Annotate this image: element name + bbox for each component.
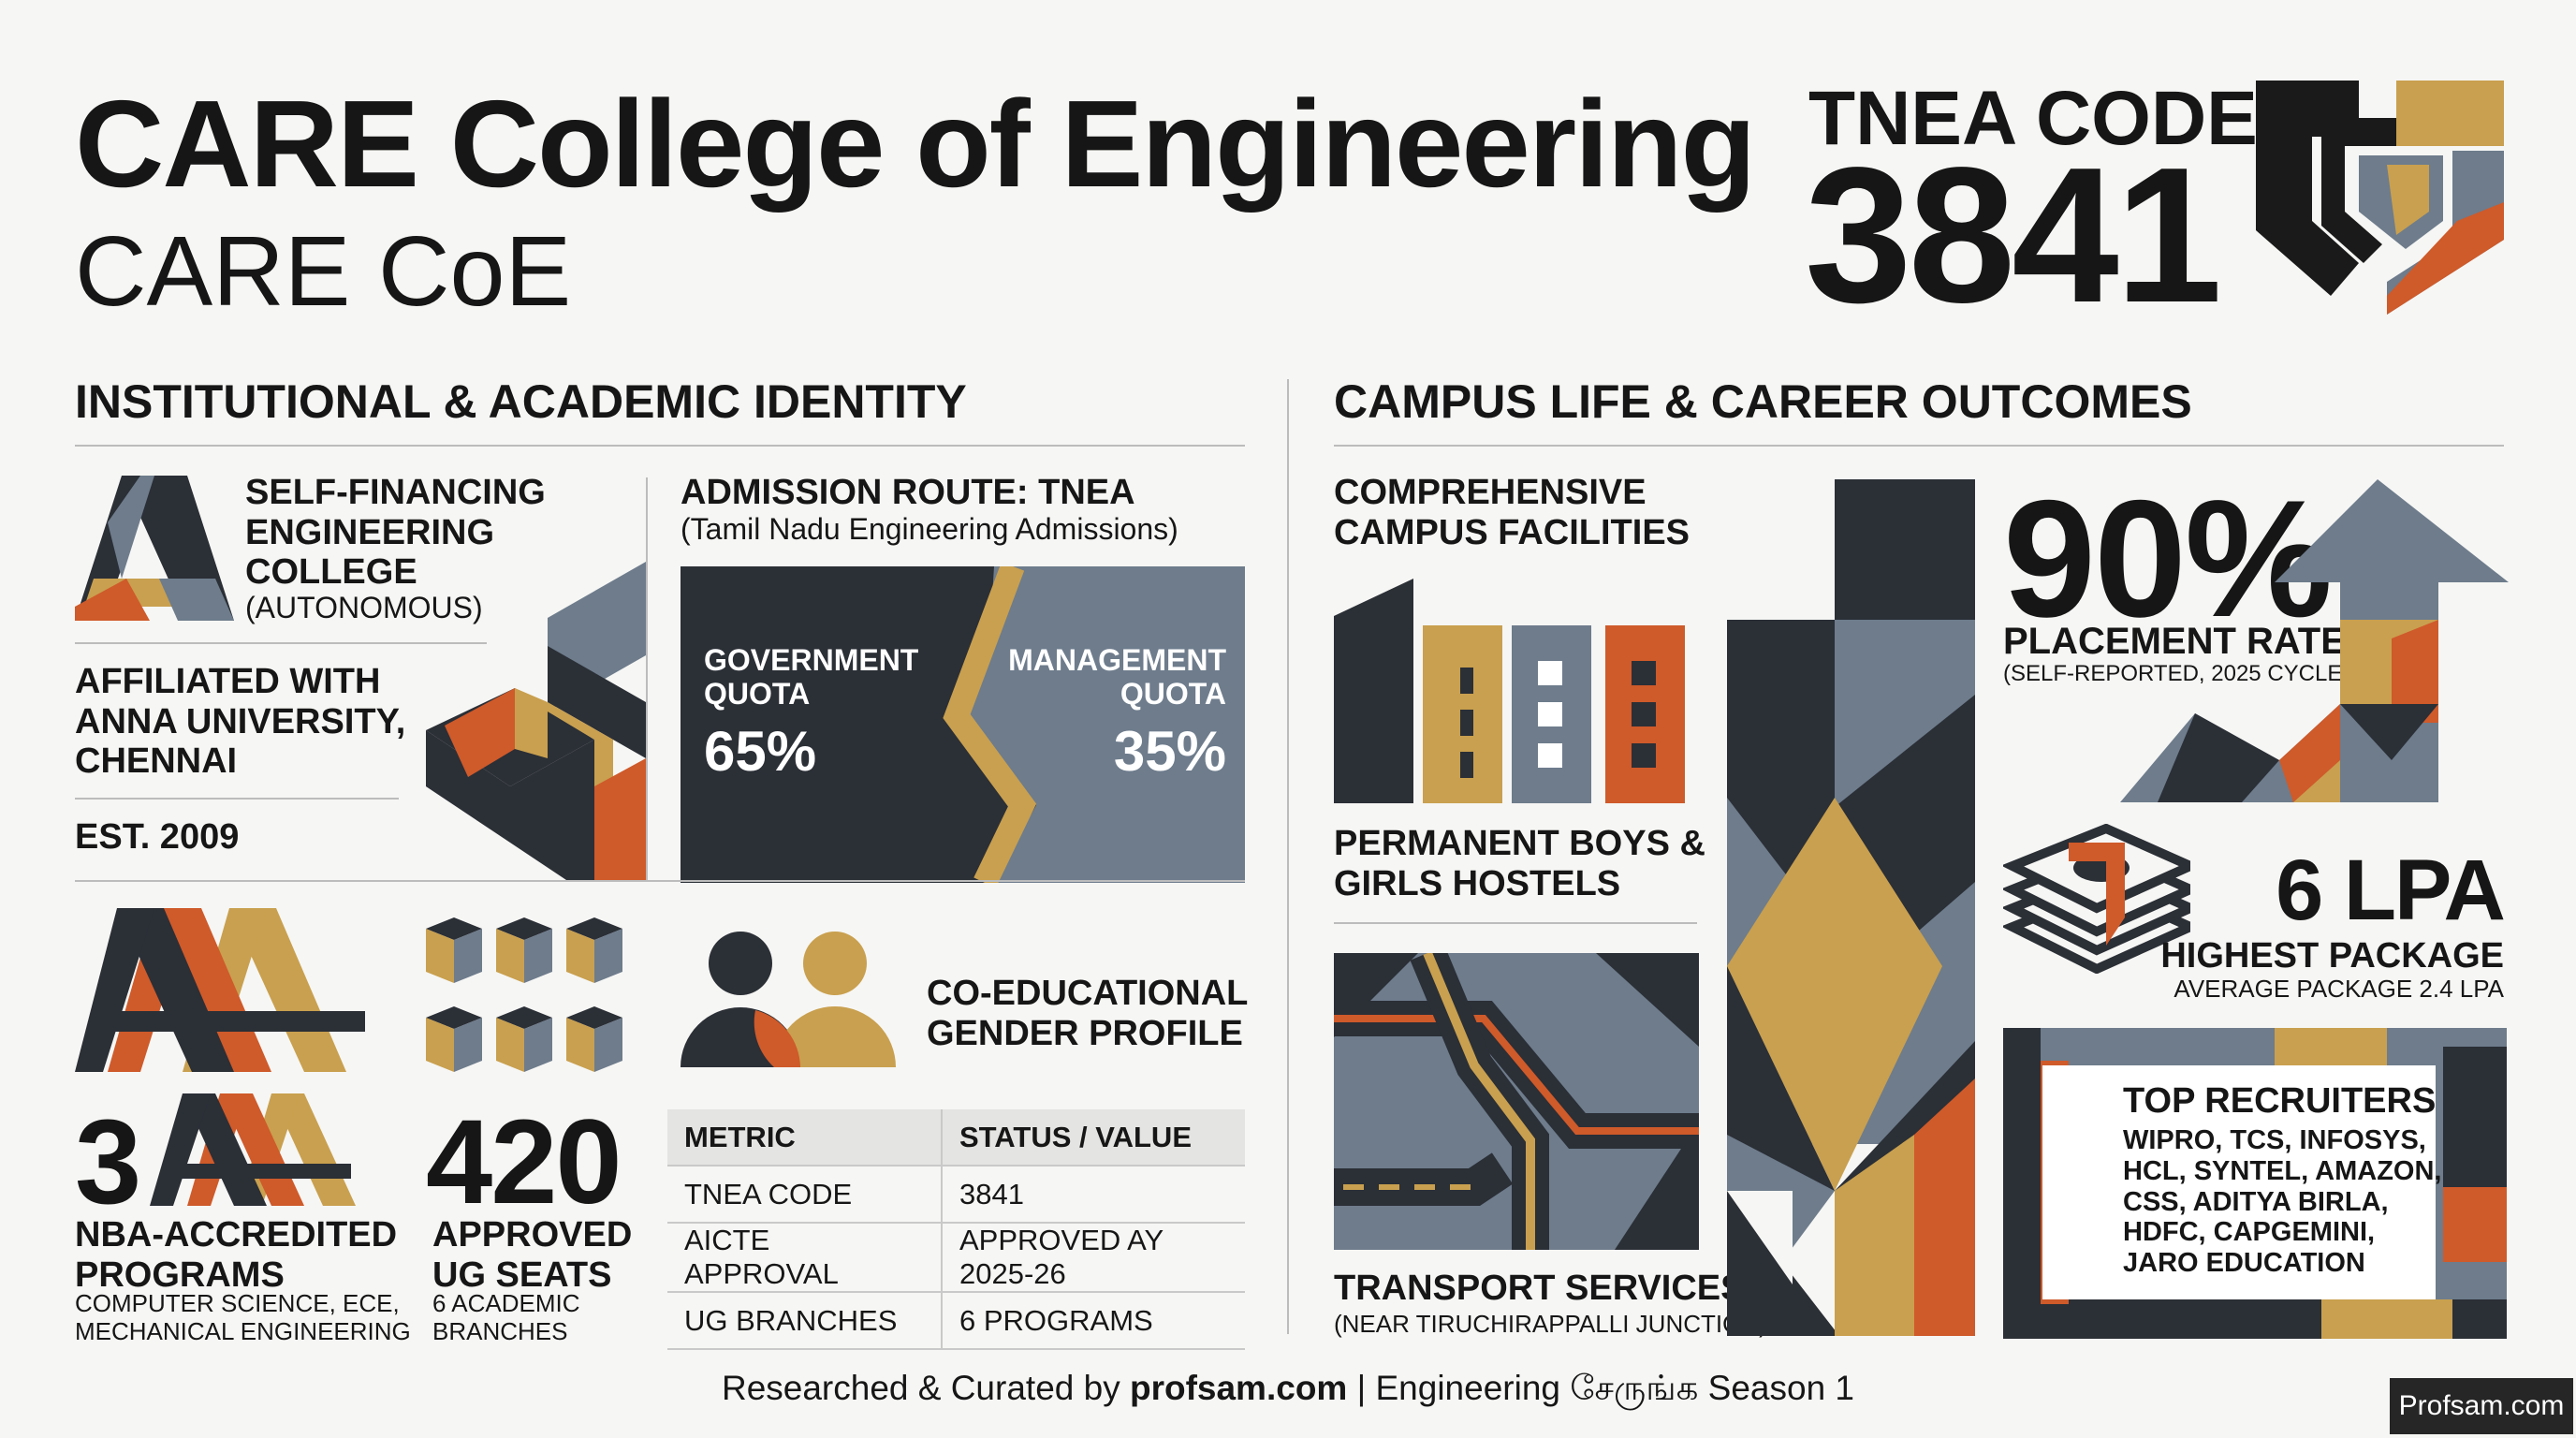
highest-package-label: HIGHEST PACKAGE <box>2160 936 2504 976</box>
table-row: AICTE APPROVAL APPROVED AY 2025-26 <box>667 1223 1245 1293</box>
top-recruiters-list: WIPRO, TCS, INFOSYS, HCL, SYNTEL, AMAZON… <box>2123 1125 2441 1279</box>
geometric-column-decoration <box>1727 479 1975 1336</box>
coed-label-line: GENDER PROFILE <box>927 1013 1243 1053</box>
table-cell: 6 PROGRAMS <box>942 1292 1245 1350</box>
hostels-line: GIRLS HOSTELS <box>1334 863 1621 903</box>
letter-a-icon <box>75 476 234 621</box>
table-cell: 3841 <box>942 1166 1245 1224</box>
page-subtitle: CARE CoE <box>75 216 572 327</box>
recruiter-line: JARO EDUCATION <box>2123 1248 2365 1279</box>
academic-branches-line: 6 ACADEMIC <box>432 1289 580 1317</box>
table-cell: UG BRANCHES <box>667 1292 943 1350</box>
table-header-row: METRIC STATUS / VALUE <box>667 1109 1245 1167</box>
tnea-code-value: 3841 <box>1805 127 2222 343</box>
admission-route-title: ADMISSION ROUTE: TNEA <box>681 473 1135 512</box>
recruiter-line: HDFC, CAPGEMINI, <box>2123 1217 2376 1248</box>
campus-facilities-label: COMPREHENSIVE CAMPUS FACILITIES <box>1334 473 1690 552</box>
college-type-line: SELF-FINANCING <box>245 473 546 512</box>
footer-credit: Researched & Curated by profsam.com | En… <box>0 1369 2576 1413</box>
shield-logo-icon <box>2256 81 2504 315</box>
affiliation-line: CHENNAI <box>75 741 238 782</box>
academic-branches: 6 ACADEMIC BRANCHES <box>432 1289 580 1346</box>
coed-label: CO-EDUCATIONAL GENDER PROFILE <box>927 974 1248 1053</box>
campus-facilities-line: CAMPUS FACILITIES <box>1334 512 1690 552</box>
affiliation-line: ANNA UNIVERSITY, <box>75 701 406 741</box>
management-quota-value: 35% <box>1113 720 1226 783</box>
table-header-metric: METRIC <box>667 1109 943 1167</box>
management-quota-label: MANAGEMENT QUOTA <box>936 643 1226 712</box>
transport-note: (NEAR TIRUCHIRAPPALLI JUNCTION) <box>1334 1310 1767 1338</box>
highest-package-value: 6 LPA <box>2276 843 2506 938</box>
approved-seats-value: 420 <box>426 1095 622 1229</box>
hostels-label: PERMANENT BOYS & GIRLS HOSTELS <box>1334 824 1705 903</box>
placement-rate-value: 90% <box>2003 465 2333 652</box>
college-type: SELF-FINANCING ENGINEERING COLLEGE <box>245 473 546 593</box>
approved-seats-label: APPROVED UG SEATS <box>432 1215 632 1295</box>
established-year: EST. 2009 <box>75 817 240 857</box>
cube-grid-icon <box>426 917 622 1072</box>
footer-suffix: | Engineering சேருங்க Season 1 <box>1347 1369 1855 1407</box>
top-recruiters-title: TOP RECRUITERS <box>2123 1081 2437 1121</box>
placement-rate-note: (SELF-REPORTED, 2025 CYCLE) <box>2003 661 2350 686</box>
average-package-note: AVERAGE PACKAGE 2.4 LPA <box>2174 975 2504 1003</box>
table-header-status: STATUS / VALUE <box>942 1109 1245 1167</box>
admission-route-subtitle: (Tamil Nadu Engineering Admissions) <box>681 512 1178 546</box>
government-quota-line: GOVERNMENT <box>704 643 919 677</box>
recruiters-panel <box>2042 1065 2436 1299</box>
transport-title: TRANSPORT SERVICES <box>1334 1269 1745 1308</box>
affiliation-line: AFFILIATED WITH <box>75 662 381 701</box>
nba-program-count: 3 <box>75 1095 141 1229</box>
tnea-code-label: TNEA CODE <box>1808 76 2258 161</box>
growth-arrow-icon <box>2120 479 2509 802</box>
footer-prefix: Researched & Curated by <box>721 1369 1130 1407</box>
affiliation: AFFILIATED WITH ANNA UNIVERSITY, CHENNAI <box>75 662 405 782</box>
table-row: TNEA CODE 3841 <box>667 1166 1245 1224</box>
table-row: UG BRANCHES 6 PROGRAMS <box>667 1292 1245 1350</box>
academic-branches-line: BRANCHES <box>432 1316 568 1345</box>
triple-a-icon <box>75 908 365 1072</box>
recruiter-line: HCL, SYNTEL, AMAZON, <box>2123 1155 2442 1186</box>
government-quota-line: QUOTA <box>704 676 811 711</box>
hostels-line: PERMANENT BOYS & <box>1334 824 1705 863</box>
college-type-line: ENGINEERING <box>245 512 495 552</box>
people-icon <box>681 932 896 1067</box>
nba-programs: COMPUTER SCIENCE, ECE, MECHANICAL ENGINE… <box>75 1289 411 1346</box>
money-stack-icon <box>2003 824 2190 974</box>
table-cell: TNEA CODE <box>667 1166 943 1224</box>
campus-facilities-line: COMPREHENSIVE <box>1334 473 1647 512</box>
college-type-line: COLLEGE <box>245 552 417 593</box>
placement-rate-label: PLACEMENT RATE <box>2003 621 2346 662</box>
page-title: CARE College of Engineering <box>75 75 1756 213</box>
management-quota-line: QUOTA <box>1120 676 1226 711</box>
approved-seats-line: UG SEATS <box>432 1255 612 1295</box>
nba-label-line: PROGRAMS <box>75 1255 285 1295</box>
table-cell: APPROVED AY 2025-26 <box>942 1223 1245 1293</box>
profsam-badge[interactable]: Profsam.com <box>2390 1378 2573 1434</box>
small-triple-a-icon <box>150 1093 356 1206</box>
nba-label-line: NBA-ACCREDITED <box>75 1215 398 1255</box>
government-quota-value: 65% <box>704 720 817 783</box>
road-map-icon <box>1334 953 1699 1250</box>
recruiter-line: WIPRO, TCS, INFOSYS, <box>2123 1125 2426 1155</box>
nba-programs-line: MECHANICAL ENGINEERING <box>75 1316 411 1345</box>
quota-split-panel <box>681 566 1245 883</box>
nba-programs-line: COMPUTER SCIENCE, ECE, <box>75 1289 400 1317</box>
management-quota-line: MANAGEMENT <box>1008 643 1226 677</box>
approved-seats-line: APPROVED <box>432 1215 633 1255</box>
table-cell: AICTE APPROVAL <box>667 1223 943 1293</box>
recruiter-line: CSS, ADITYA BIRLA, <box>2123 1186 2389 1217</box>
nba-label: NBA-ACCREDITED PROGRAMS <box>75 1215 397 1295</box>
coed-label-line: CO-EDUCATIONAL <box>927 974 1249 1013</box>
geometric-decoration-icon <box>426 562 646 880</box>
government-quota-label: GOVERNMENT QUOTA <box>704 643 919 712</box>
metric-table: METRIC STATUS / VALUE TNEA CODE 3841 AIC… <box>667 1109 1245 1350</box>
section-title-campus: CAMPUS LIFE & CAREER OUTCOMES <box>1334 375 2192 428</box>
section-title-institutional: INSTITUTIONAL & ACADEMIC IDENTITY <box>75 375 967 428</box>
buildings-icon <box>1334 579 1685 803</box>
autonomous-note: (AUTONOMOUS) <box>245 591 483 624</box>
footer-site-link[interactable]: profsam.com <box>1129 1369 1348 1407</box>
